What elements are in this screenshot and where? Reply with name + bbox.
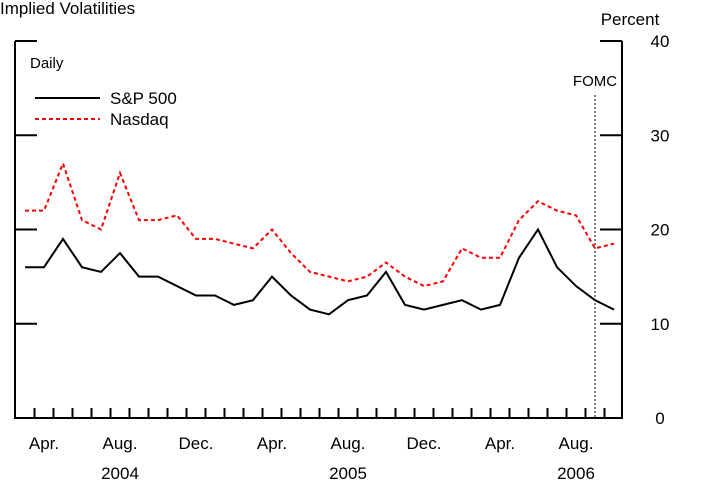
y-tick-label: 20 bbox=[651, 221, 670, 240]
x-tick-label: Aug. bbox=[331, 434, 366, 453]
year-label: 2005 bbox=[329, 464, 367, 483]
chart-title: Implied Volatilities bbox=[0, 0, 135, 18]
year-label: 2006 bbox=[557, 464, 595, 483]
y-unit: Percent bbox=[601, 10, 660, 29]
x-tick-label: Dec. bbox=[407, 434, 442, 453]
series-line bbox=[25, 227, 615, 316]
x-tick-label: Apr. bbox=[29, 434, 59, 453]
x-tick-label: Apr. bbox=[485, 434, 515, 453]
x-tick-label: Dec. bbox=[179, 434, 214, 453]
annotation-label: FOMC bbox=[573, 73, 617, 90]
axis-frame bbox=[14, 41, 623, 419]
legend-label: Nasdaq bbox=[110, 110, 169, 129]
y-tick-label: 0 bbox=[655, 409, 664, 428]
year-label: 2004 bbox=[101, 464, 139, 483]
x-tick-label: Aug. bbox=[103, 434, 138, 453]
subtitle: Daily bbox=[30, 55, 64, 72]
x-tick-label: Apr. bbox=[257, 434, 287, 453]
y-tick-label: 10 bbox=[651, 315, 670, 334]
y-tick-label: 30 bbox=[651, 126, 670, 145]
y-tick-label: 40 bbox=[651, 32, 670, 51]
series-line bbox=[25, 160, 615, 288]
x-tick-label: Aug. bbox=[559, 434, 594, 453]
legend-label: S&P 500 bbox=[110, 89, 177, 108]
